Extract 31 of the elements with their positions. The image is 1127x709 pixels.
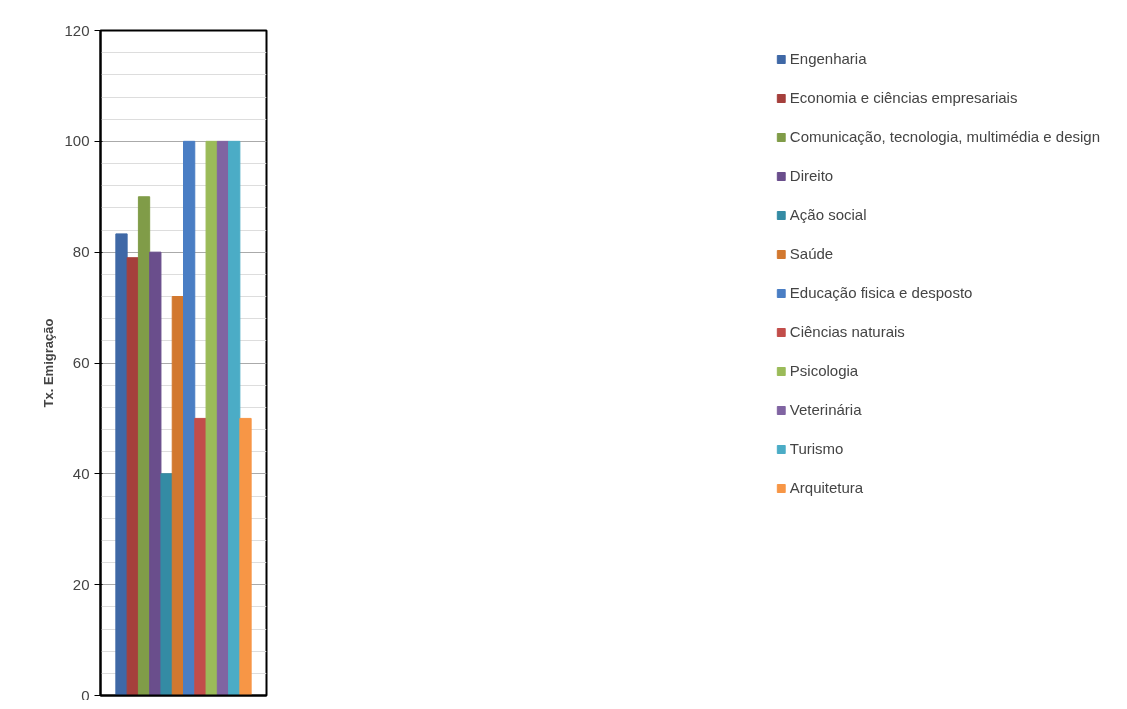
legend-label: Educação fisica e desposto: [789, 284, 973, 301]
bar: [126, 257, 139, 696]
y-tick-label: 120: [64, 21, 90, 39]
legend-label: Ciências naturais: [789, 323, 905, 340]
legend-label: Saúde: [789, 245, 834, 262]
bar: [171, 296, 184, 696]
y-tick-label: 60: [72, 354, 90, 371]
legend-label: Economia e ciências empresariais: [789, 89, 1018, 106]
y-tick-label: 0: [81, 686, 90, 704]
y-axis-title: Tx. Emigração: [41, 318, 57, 408]
legend-label: Psicologia: [789, 362, 859, 379]
y-tick-label: 100: [64, 132, 90, 150]
legend-label: Veterinária: [789, 401, 862, 418]
legend-label: Engenharia: [789, 50, 867, 67]
y-tick-label: 40: [72, 464, 90, 482]
bar: [216, 140, 230, 696]
bar: [228, 140, 241, 696]
bar: [239, 417, 252, 696]
y-tick-label: 20: [72, 575, 90, 593]
bar: [183, 140, 196, 696]
bar: [205, 140, 218, 696]
bar: [149, 251, 162, 696]
bar: [160, 473, 173, 696]
bar: [137, 196, 151, 696]
y-tick-label: 80: [72, 243, 90, 261]
legend-label: Arquitetura: [789, 479, 864, 496]
legend-label: Ação social: [789, 206, 867, 223]
legend-label: Comunicação, tecnologia, multimédia e design: [789, 128, 1100, 145]
legend-label: Direito: [789, 167, 834, 184]
bar: [115, 233, 128, 696]
legend-label: Turismo: [789, 440, 844, 457]
